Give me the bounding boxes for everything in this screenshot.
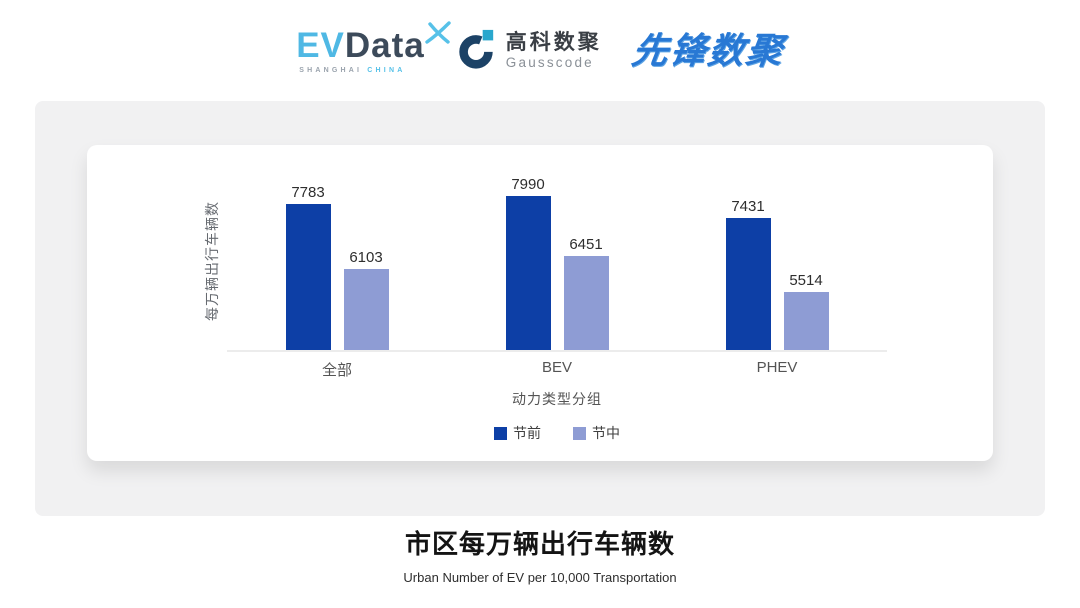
evdata-ev-text: EV	[296, 26, 345, 65]
bar	[783, 292, 829, 350]
plot-area: 7783 6103 7990 6451 7431 5514	[227, 159, 887, 352]
category-row: 全部 BEV PHEV	[227, 359, 887, 380]
bar-group: 7431 5514	[667, 198, 887, 350]
header-logos: EVData SHANGHAI CHINA	[0, 16, 1080, 86]
bar	[285, 204, 331, 350]
bar-with-label: 6103	[343, 249, 389, 350]
gausscode-logo: 高科数聚 Gausscode	[455, 28, 602, 75]
chart-area: 7783 6103 7990 6451 7431 5514 全部 BEV PHEV 动力类型分…	[227, 159, 887, 443]
bar-value-label: 7783	[291, 184, 325, 201]
chart-title: 市区每万辆出行车辆数	[404, 529, 675, 559]
bar	[343, 269, 389, 350]
evdata-spark-icon	[424, 16, 451, 51]
footer: 市区每万辆出行车辆数 Urban Number of EV per 10,000…	[0, 524, 1080, 585]
evdata-wordmark: EVData	[296, 21, 451, 65]
legend-label: 节中	[592, 425, 620, 441]
legend-label: 节前	[513, 425, 541, 441]
evdata-logo: EVData SHANGHAI CHINA	[296, 21, 451, 74]
gausscode-text: 高科数聚 Gausscode	[505, 30, 602, 70]
bar	[505, 196, 551, 350]
gausscode-name-en: Gausscode	[505, 54, 594, 70]
category-label: BEV	[541, 359, 572, 376]
bar-value-label: 6103	[349, 249, 383, 266]
pioneer-logo: 先锋数聚	[628, 30, 787, 71]
chart-subtitle: Urban Number of EV per 10,000 Transporta…	[403, 570, 677, 585]
gausscode-ring-icon	[455, 28, 497, 75]
legend-swatch	[573, 426, 586, 440]
bar-with-label: 6451	[563, 236, 609, 350]
legend-swatch	[494, 426, 507, 440]
chart-panel: 每万辆出行车辆数 7783 6103 7990 6451 7431 5514 全部 BEV P…	[35, 101, 1045, 516]
legend: 节前 节中	[227, 423, 887, 443]
bar-with-label: 7431	[725, 198, 771, 350]
bar-with-label: 7990	[505, 176, 551, 350]
bar-value-label: 7990	[511, 176, 545, 193]
chart-card: 每万辆出行车辆数 7783 6103 7990 6451 7431 5514 全部 BEV P…	[87, 145, 993, 461]
bar-value-label: 7431	[731, 198, 765, 215]
evdata-data-text: Data	[344, 26, 425, 65]
y-axis-title: 每万辆出行车辆数	[204, 201, 220, 321]
category-label: PHEV	[756, 359, 798, 376]
bar	[725, 218, 771, 350]
legend-item: 节中	[573, 423, 620, 443]
x-axis-title: 动力类型分组	[512, 391, 602, 407]
evdata-subtext-china: CHINA	[367, 67, 406, 74]
bar-group: 7990 6451	[447, 176, 667, 350]
evdata-subtext-shanghai: SHANGHAI	[299, 67, 363, 74]
bar-group: 7783 6103	[227, 184, 447, 350]
bar-with-label: 5514	[783, 272, 829, 350]
bar-value-label: 5514	[789, 272, 823, 289]
bar	[563, 256, 609, 350]
bar-with-label: 7783	[285, 184, 331, 350]
legend-item: 节前	[494, 423, 541, 443]
bar-value-label: 6451	[569, 236, 603, 253]
category-label: 全部	[321, 362, 352, 379]
pioneer-wordmark: 先锋数聚	[628, 30, 787, 71]
evdata-subtext: SHANGHAI CHINA	[299, 67, 405, 74]
gausscode-name-cn: 高科数聚	[505, 30, 602, 54]
